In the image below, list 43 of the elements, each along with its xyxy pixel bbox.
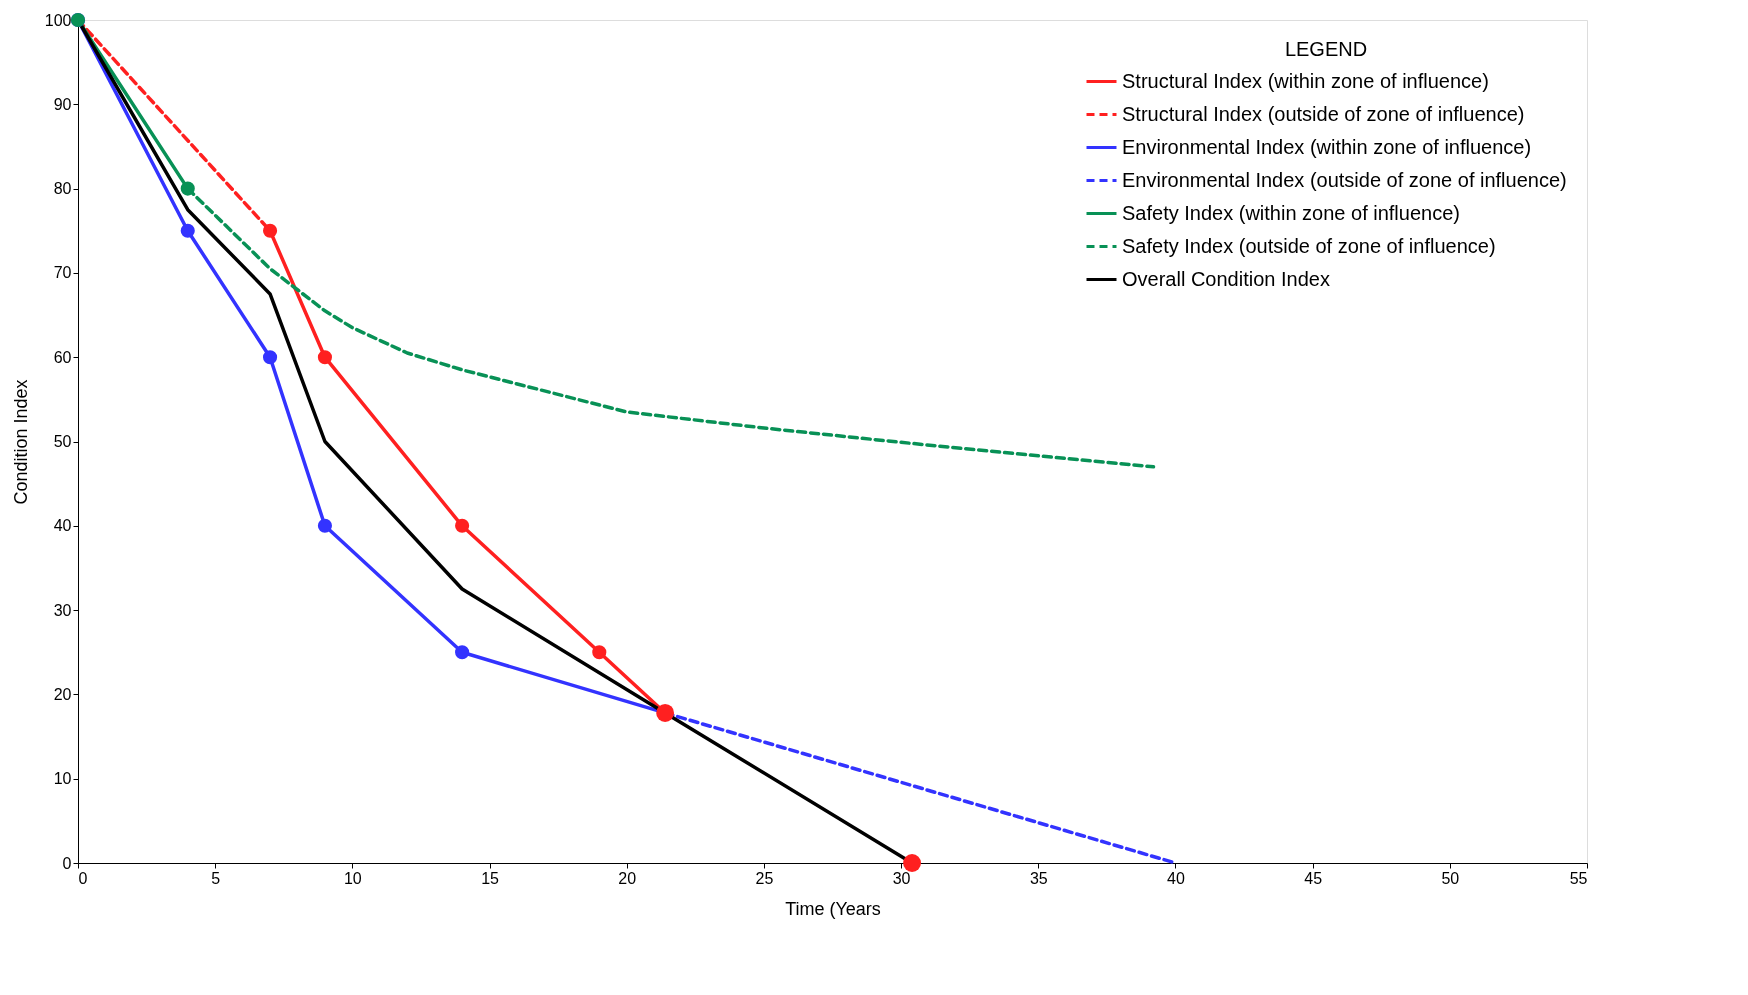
x-tick-label: 20 bbox=[618, 869, 637, 887]
y-tick-label: 30 bbox=[53, 601, 72, 619]
point bbox=[262, 223, 278, 238]
x-tick-label: 45 bbox=[1304, 869, 1323, 887]
point bbox=[180, 181, 195, 196]
legend-label: Safety Index (within zone of influence) bbox=[1122, 201, 1460, 224]
point bbox=[903, 854, 922, 872]
y-tick-label: 10 bbox=[53, 770, 72, 788]
x-tick-label: 30 bbox=[892, 869, 911, 887]
x-tick-label: 15 bbox=[481, 869, 500, 887]
x-tick-label: 0 bbox=[78, 869, 88, 887]
legend-label: Environmental Index (within zone of influence) bbox=[1122, 135, 1532, 158]
legend-title: LEGEND bbox=[1284, 38, 1368, 60]
x-tick-label: 55 bbox=[1569, 869, 1588, 887]
x-tick-label: 10 bbox=[343, 869, 362, 887]
y-tick-label: 20 bbox=[53, 685, 72, 703]
y-tick-label: 40 bbox=[53, 517, 72, 535]
x-tick-label: 25 bbox=[755, 869, 774, 887]
y-tick-label: 80 bbox=[53, 180, 72, 198]
legend-label: Environmental Index (outside of zone of influence) bbox=[1122, 168, 1567, 191]
y-axis-title: Condition Index bbox=[10, 379, 31, 505]
legend-label: Structural Index (within zone of influence) bbox=[1122, 69, 1489, 92]
point bbox=[455, 645, 470, 660]
point bbox=[262, 350, 278, 365]
point bbox=[455, 518, 470, 533]
y-tick-label: 100 bbox=[44, 11, 72, 29]
y-tick-label: 90 bbox=[53, 95, 72, 113]
y-tick-label: 60 bbox=[53, 348, 72, 366]
legend-label: Overall Condition Index bbox=[1122, 267, 1330, 290]
x-tick-label: 50 bbox=[1441, 869, 1460, 887]
point bbox=[317, 518, 332, 533]
x-tick-label: 5 bbox=[211, 869, 221, 887]
x-axis-title: Time (Years bbox=[785, 898, 881, 919]
x-tick-label: 35 bbox=[1029, 869, 1048, 887]
x-tick-label: 40 bbox=[1167, 869, 1185, 887]
point bbox=[180, 223, 195, 238]
y-tick-label: 0 bbox=[62, 854, 72, 872]
y-tick-label: 50 bbox=[53, 433, 72, 450]
point bbox=[592, 645, 607, 660]
y-tick-label: 70 bbox=[53, 264, 72, 282]
legend-label: Structural Index (outside of zone of influence) bbox=[1122, 102, 1525, 125]
point bbox=[317, 350, 332, 365]
legend-label: Safety Index (outside of zone of influence) bbox=[1122, 234, 1496, 257]
